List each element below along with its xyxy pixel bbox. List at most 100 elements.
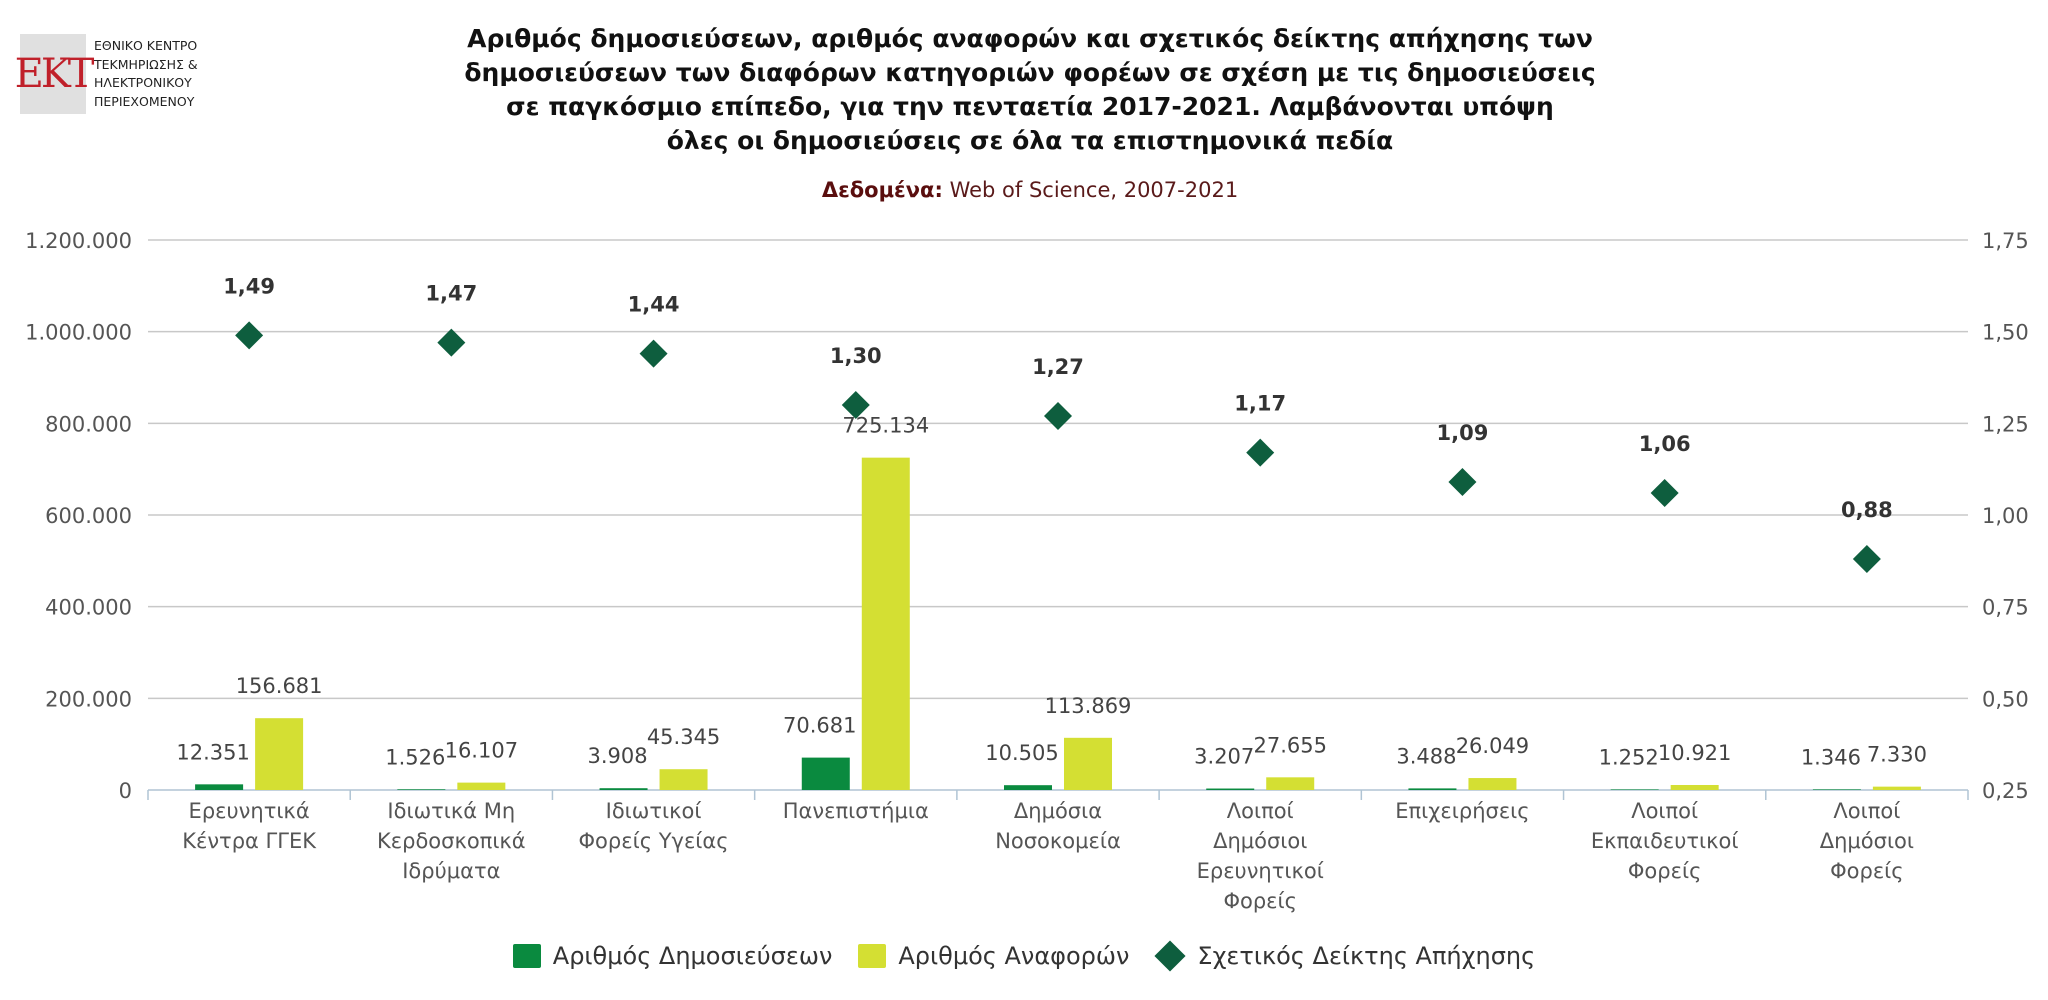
bar-citations bbox=[1266, 777, 1315, 790]
subtitle-label: Δεδομένα: bbox=[821, 178, 943, 202]
legend-label-publications: Αριθμός Δημοσιεύσεων bbox=[552, 942, 833, 970]
chart-title-line: όλες οι δημοσιεύσεις σε όλα τα επιστημον… bbox=[666, 126, 1394, 155]
data-label-citations: 7.330 bbox=[1867, 743, 1927, 767]
impact-index-marker bbox=[841, 391, 870, 419]
x-tick-label: Λοιποί bbox=[1227, 799, 1294, 823]
bar-citations bbox=[1670, 784, 1719, 790]
data-label-publications: 12.351 bbox=[176, 740, 249, 764]
chart-title-line: δημοσιεύσεων των διαφόρων κατηγοριών φορ… bbox=[464, 58, 1596, 87]
data-label-publications: 3.908 bbox=[587, 744, 647, 768]
data-label-impact-index: 1,49 bbox=[223, 274, 275, 298]
impact-index-marker bbox=[1246, 438, 1275, 467]
x-tick-label: Ιδρύματα bbox=[402, 859, 500, 883]
logo-line: ΗΛΕΚΤΡΟΝΙΚΟΥ bbox=[94, 75, 192, 90]
data-label-impact-index: 1,09 bbox=[1437, 421, 1489, 445]
x-tick-label: Εκπαιδευτικοί bbox=[1591, 829, 1739, 853]
y-right-tick-label: 0,25 bbox=[1982, 779, 2029, 803]
data-label-citations: 10.921 bbox=[1658, 741, 1731, 765]
data-label-publications: 1.252 bbox=[1599, 745, 1659, 769]
data-label-impact-index: 1,47 bbox=[425, 282, 477, 306]
x-tick-label: Ερευνητικά bbox=[189, 799, 310, 823]
chart-subtitle: Δεδομένα: Web of Science, 2007-2021 bbox=[400, 178, 1660, 202]
data-label-publications: 70.681 bbox=[783, 714, 856, 738]
impact-index-marker bbox=[1044, 402, 1072, 430]
bar-citations bbox=[255, 718, 304, 790]
y-left-tick-label: 1.000.000 bbox=[25, 321, 132, 345]
x-tick-label: Φορείς bbox=[1223, 889, 1297, 913]
data-label-publications: 1.526 bbox=[385, 745, 445, 769]
x-tick-label: Κερδοσκοπικά bbox=[377, 829, 526, 853]
legend-item-impact-index[interactable]: Σχετικός Δείκτης Απήχησης bbox=[1154, 940, 1536, 972]
data-label-citations: 27.655 bbox=[1253, 733, 1326, 757]
y-right-tick-label: 0,50 bbox=[1982, 687, 2029, 711]
x-tick-label: Ερευνητικοί bbox=[1197, 859, 1324, 883]
impact-index-marker bbox=[1650, 479, 1679, 507]
data-label-publications: 10.505 bbox=[985, 741, 1058, 765]
bar-publications bbox=[195, 784, 244, 790]
x-tick-label: Φορείς Υγείας bbox=[579, 829, 729, 853]
x-tick-label: Ιδιωτικά Μη bbox=[387, 799, 515, 823]
x-tick-label: Πανεπιστήμια bbox=[783, 799, 929, 823]
subtitle-value: Web of Science, 2007-2021 bbox=[949, 178, 1239, 202]
y-right-tick-label: 1,75 bbox=[1982, 229, 2029, 253]
x-tick-label: Λοιποί bbox=[1833, 799, 1900, 823]
y-left-tick-label: 0 bbox=[119, 779, 132, 803]
legend-diamond-icon bbox=[1154, 940, 1186, 972]
legend-item-publications[interactable]: Αριθμός Δημοσιεύσεων bbox=[512, 942, 833, 970]
bar-publications bbox=[1408, 788, 1457, 790]
bar-citations bbox=[1064, 737, 1112, 790]
impact-index-marker bbox=[1852, 545, 1881, 573]
x-tick-label: Νοσοκομεία bbox=[995, 829, 1121, 853]
y-left-tick-label: 600.000 bbox=[45, 504, 132, 528]
x-tick-label: Φορείς bbox=[1830, 859, 1904, 883]
bar-citations bbox=[457, 782, 506, 790]
x-tick-label: Φορείς bbox=[1628, 859, 1702, 883]
bar-citations bbox=[861, 457, 910, 790]
data-label-impact-index: 0,88 bbox=[1841, 498, 1893, 522]
x-tick-label: Δημόσια bbox=[1014, 799, 1102, 823]
bar-publications bbox=[1206, 788, 1255, 790]
data-label-impact-index: 1,44 bbox=[628, 293, 680, 317]
bar-citations bbox=[1468, 778, 1517, 790]
legend-item-citations[interactable]: Αριθμός Αναφορών bbox=[858, 942, 1129, 970]
bar-publications bbox=[801, 757, 850, 790]
ekt-logo-mark: EKT bbox=[15, 34, 94, 114]
legend-label-citations: Αριθμός Αναφορών bbox=[898, 942, 1130, 970]
y-left-tick-label: 800.000 bbox=[45, 412, 132, 436]
data-label-citations: 26.049 bbox=[1456, 734, 1529, 758]
x-tick-label: Ιδιωτικοί bbox=[606, 799, 702, 823]
y-right-tick-label: 1,25 bbox=[1982, 412, 2029, 436]
data-label-citations: 156.681 bbox=[236, 674, 323, 698]
legend-swatch-publications bbox=[512, 944, 541, 968]
data-label-citations: 16.107 bbox=[445, 739, 518, 763]
impact-index-marker bbox=[235, 321, 264, 350]
bar-publications bbox=[1004, 785, 1052, 790]
ekt-logo: EKT ΕΘΝΙΚΟ ΚΕΝΤΡΟ ΤΕΚΜΗΡΙΩΣΗΣ & ΗΛΕΚΤΡΟΝ… bbox=[15, 34, 210, 118]
x-tick-label: Λοιποί bbox=[1631, 799, 1698, 823]
data-label-citations: 113.869 bbox=[1045, 694, 1132, 718]
data-label-citations: 45.345 bbox=[647, 725, 720, 749]
impact-index-marker bbox=[639, 339, 668, 368]
x-tick-label: Δημόσιοι bbox=[1820, 829, 1914, 853]
data-label-impact-index: 1,06 bbox=[1639, 432, 1691, 456]
logo-line: ΕΘΝΙΚΟ ΚΕΝΤΡΟ bbox=[94, 38, 198, 53]
logo-line: ΤΕΚΜΗΡΙΩΣΗΣ & bbox=[94, 56, 198, 72]
impact-index-marker bbox=[1448, 468, 1477, 496]
data-label-impact-index: 1,17 bbox=[1234, 392, 1286, 416]
chart-title-line: σε παγκόσμιο επίπεδο, για την πενταετία … bbox=[506, 92, 1554, 121]
chart-title-line: Αριθμός δημοσιεύσεων, αριθμός αναφορών κ… bbox=[467, 24, 1593, 53]
bar-citations bbox=[659, 769, 708, 790]
bar-publications bbox=[1812, 789, 1861, 790]
x-tick-label: Επιχειρήσεις bbox=[1395, 799, 1529, 823]
impact-index-marker bbox=[437, 328, 466, 357]
data-label-publications: 1.346 bbox=[1801, 745, 1861, 769]
y-right-tick-label: 1,50 bbox=[1982, 321, 2029, 345]
y-right-tick-label: 0,75 bbox=[1982, 596, 2029, 620]
data-label-impact-index: 1,30 bbox=[830, 344, 882, 368]
x-tick-label: Κέντρα ΓΓΕΚ bbox=[182, 829, 317, 853]
x-tick-label: Δημόσιοι bbox=[1213, 829, 1307, 853]
legend-label-impact-index: Σχετικός Δείκτης Απήχησης bbox=[1197, 942, 1536, 970]
data-label-publications: 3.207 bbox=[1194, 745, 1254, 769]
logo-line: ΠΕΡΙΕΧΟΜΕΝΟΥ bbox=[94, 93, 195, 109]
bar-publications bbox=[1610, 789, 1659, 790]
